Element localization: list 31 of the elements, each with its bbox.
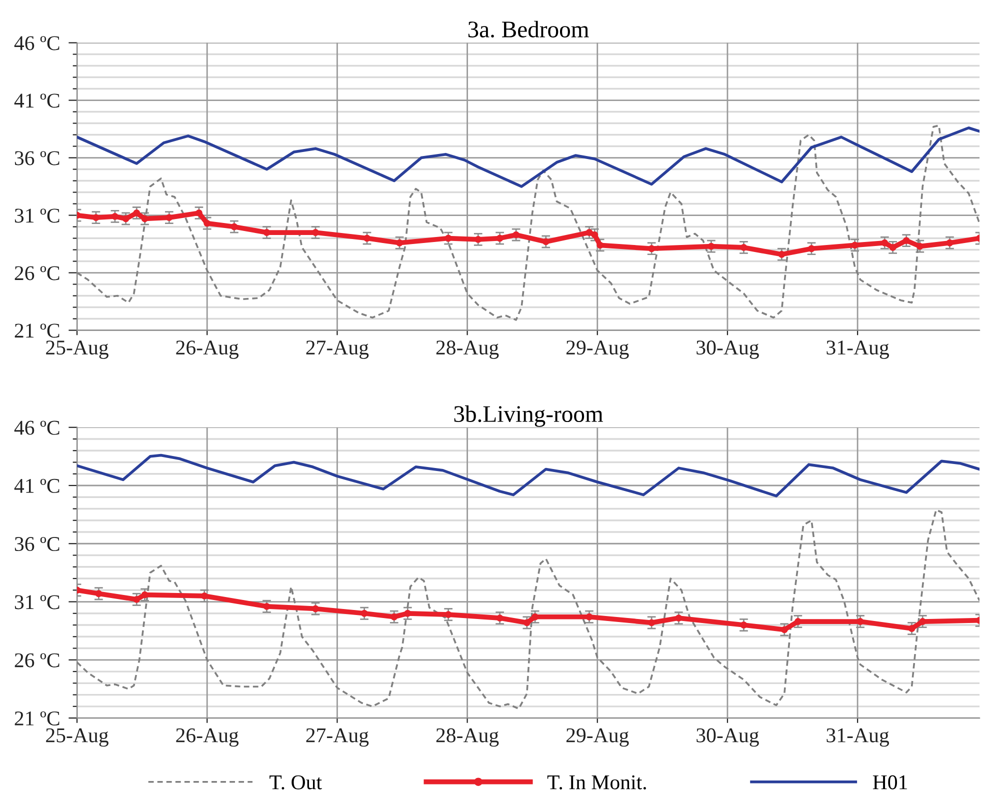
chart-title: 3b.Living-room: [454, 405, 603, 427]
x-tick-label: 25-Aug: [46, 340, 108, 359]
legend-label: H01: [872, 775, 907, 790]
x-tick-label: 26-Aug: [176, 728, 239, 747]
y-tick-label: 31 ºC: [14, 208, 60, 223]
x-tick-label: 29-Aug: [566, 340, 629, 359]
x-tick-label: 28-Aug: [436, 728, 499, 747]
y-tick-label: 26 ºC: [14, 653, 60, 668]
y-tick-label: 46 ºC: [14, 420, 60, 435]
x-tick-label: 27-Aug: [306, 728, 369, 747]
y-tick-label: 36 ºC: [14, 151, 60, 166]
y-tick-label: 41 ºC: [14, 94, 60, 108]
y-tick-label: 36 ºC: [14, 537, 60, 552]
x-tick-label: 27-Aug: [306, 340, 369, 359]
y-tick-label: 41 ºC: [14, 478, 60, 493]
legend-label: T. In Monit.: [547, 775, 646, 790]
y-tick-label: 21 ºC: [14, 324, 60, 338]
x-tick-label: 26-Aug: [176, 340, 239, 359]
x-tick-label: 30-Aug: [696, 728, 759, 747]
y-tick-label: 46 ºC: [14, 36, 60, 50]
x-tick-label: 29-Aug: [566, 728, 629, 747]
x-tick-label: 30-Aug: [696, 340, 759, 359]
x-tick-label: 31-Aug: [826, 340, 889, 359]
legend-label: T. Out: [270, 775, 322, 790]
chart-title: 3a. Bedroom: [468, 20, 589, 38]
x-tick-label: 25-Aug: [46, 728, 108, 747]
y-tick-label: 31 ºC: [14, 595, 60, 610]
y-tick-label: 26 ºC: [14, 266, 60, 280]
x-tick-label: 31-Aug: [826, 728, 889, 747]
y-tick-label: 21 ºC: [14, 711, 60, 726]
x-tick-label: 28-Aug: [436, 340, 499, 359]
